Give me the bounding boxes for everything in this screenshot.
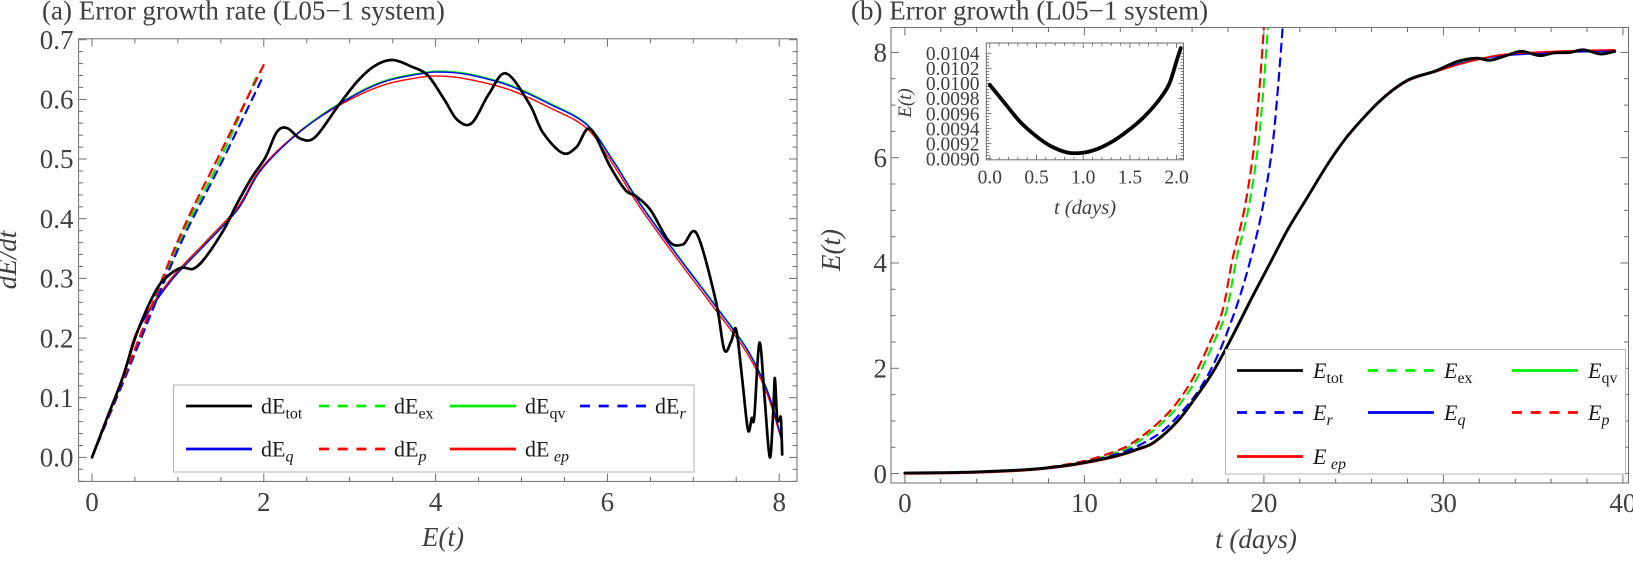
- svg-text:0.0104: 0.0104: [926, 44, 980, 65]
- svg-text:(a) Error growth rate (L05−1 s: (a) Error growth rate (L05−1 system): [42, 0, 445, 26]
- svg-text:0.5: 0.5: [40, 144, 74, 174]
- svg-text:0.2: 0.2: [40, 323, 74, 353]
- svg-text:0.6: 0.6: [40, 85, 74, 115]
- svg-text:Eqv: Eqv: [1587, 358, 1617, 387]
- svg-text:(b) Error growth (L05−1 system: (b) Error growth (L05−1 system): [851, 0, 1208, 26]
- svg-text:0.3: 0.3: [40, 264, 74, 294]
- svg-text:Ep: Ep: [1587, 400, 1609, 429]
- svg-text:0.0092: 0.0092: [926, 134, 980, 155]
- svg-text:0.0096: 0.0096: [926, 104, 980, 125]
- svg-text:E(t): E(t): [895, 88, 916, 119]
- svg-text:Eq: Eq: [1443, 400, 1465, 429]
- svg-text:10: 10: [1071, 488, 1098, 518]
- svg-text:2.0: 2.0: [1164, 168, 1188, 189]
- svg-text:0: 0: [874, 459, 888, 489]
- svg-text:6: 6: [874, 143, 888, 173]
- svg-text:8: 8: [772, 487, 786, 517]
- svg-text:0.0102: 0.0102: [926, 59, 980, 80]
- svg-text:dE ep: dE ep: [525, 437, 569, 466]
- svg-text:0.0100: 0.0100: [926, 74, 980, 95]
- svg-text:0.1: 0.1: [40, 383, 74, 413]
- svg-text:0.7: 0.7: [40, 25, 74, 55]
- svg-text:1.0: 1.0: [1071, 168, 1095, 189]
- svg-text:8: 8: [874, 38, 888, 68]
- svg-text:E(t): E(t): [816, 229, 846, 272]
- svg-text:E ep: E ep: [1312, 444, 1346, 473]
- svg-text:dE/dt: dE/dt: [0, 229, 22, 289]
- svg-text:0.0: 0.0: [40, 443, 74, 473]
- svg-text:0.4: 0.4: [40, 204, 74, 234]
- svg-text:2: 2: [257, 487, 271, 517]
- svg-text:30: 30: [1430, 488, 1457, 518]
- svg-text:20: 20: [1250, 488, 1277, 518]
- svg-text:40: 40: [1609, 488, 1633, 518]
- svg-text:0.0098: 0.0098: [926, 89, 980, 110]
- svg-text:0.5: 0.5: [1024, 168, 1048, 189]
- svg-text:0: 0: [85, 487, 99, 517]
- svg-text:0: 0: [898, 488, 912, 518]
- svg-text:0.0: 0.0: [978, 168, 1002, 189]
- svg-text:6: 6: [601, 487, 615, 517]
- svg-text:0.0090: 0.0090: [926, 149, 980, 170]
- svg-text:1.5: 1.5: [1118, 168, 1142, 189]
- svg-text:Eex: Eex: [1443, 358, 1473, 387]
- svg-text:2: 2: [874, 354, 888, 384]
- svg-text:0.0094: 0.0094: [926, 119, 980, 140]
- svg-text:t (days): t (days): [1054, 197, 1116, 219]
- svg-text:4: 4: [429, 487, 443, 517]
- svg-text:Er: Er: [1312, 400, 1333, 429]
- svg-text:4: 4: [874, 248, 888, 278]
- svg-text:Etot: Etot: [1312, 358, 1344, 387]
- svg-text:E(t): E(t): [421, 522, 464, 552]
- svg-text:t (days): t (days): [1215, 524, 1297, 554]
